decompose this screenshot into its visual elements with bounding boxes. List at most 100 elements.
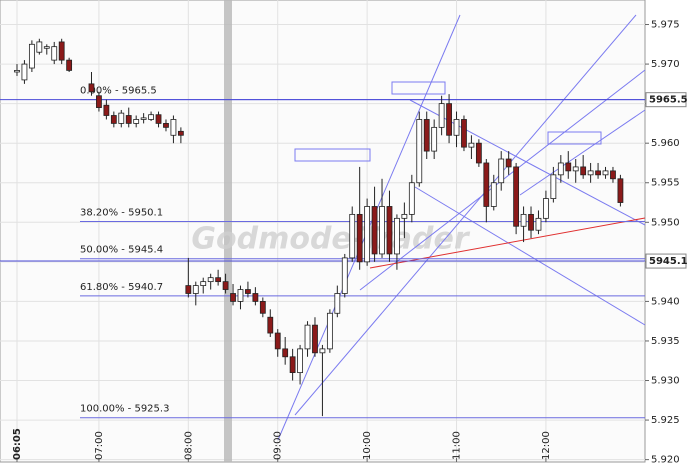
candle-body — [274, 332, 281, 350]
candle-body — [520, 213, 527, 227]
candle-body — [610, 170, 616, 180]
candle-body — [103, 104, 110, 116]
candle-body — [431, 126, 438, 152]
y-tick-label: 5.930 — [651, 376, 680, 387]
candle-body — [14, 70, 20, 73]
trend-line — [414, 186, 646, 326]
candle-body — [483, 162, 490, 207]
candle-body — [289, 356, 296, 374]
candle-body — [423, 119, 430, 152]
candle-body — [177, 130, 184, 136]
candle-body — [394, 217, 400, 255]
candle-body — [133, 119, 140, 124]
candle-body — [230, 293, 236, 302]
candle-body — [557, 162, 564, 176]
x-tick-label: 08:00 — [183, 431, 194, 460]
candle-body — [28, 43, 35, 69]
x-tick-label: 11:00 — [452, 431, 463, 460]
candle-body — [125, 115, 132, 124]
price-marker-label: 5945.1 — [649, 256, 687, 267]
candle-body — [326, 312, 333, 350]
y-tick-label: 5.975 — [651, 20, 680, 31]
candle-body — [550, 174, 557, 199]
y-tick-label: 5.960 — [651, 138, 680, 149]
candle-body — [572, 166, 579, 172]
candle-body — [416, 119, 423, 184]
candle-body — [192, 285, 199, 294]
x-tick-label: 09:00 — [273, 431, 284, 460]
candle-body — [297, 348, 303, 374]
candle-body — [282, 348, 289, 358]
candle-body — [110, 115, 117, 124]
candle-body — [222, 281, 229, 290]
candle-body — [490, 182, 497, 207]
candle-body — [528, 213, 534, 231]
y-tick-label: 5.920 — [651, 455, 680, 466]
marker-box — [391, 81, 446, 95]
candle-body — [565, 162, 572, 172]
candle-body — [207, 277, 214, 283]
candle-body — [408, 182, 415, 215]
y-tick-label: 5.935 — [651, 336, 680, 347]
candle-body — [371, 206, 378, 255]
candle-body — [267, 316, 274, 334]
candle-body — [461, 119, 467, 148]
candle-body — [163, 123, 169, 128]
x-tick-label: 07:00 — [94, 431, 105, 460]
fib-label: 100.00% - 5925.3 — [80, 404, 169, 415]
candle-body — [245, 289, 251, 294]
session-marker — [224, 0, 232, 462]
candle-body — [66, 59, 73, 71]
candle-body — [379, 206, 385, 255]
candle-body — [617, 178, 624, 203]
candle-body — [513, 166, 520, 227]
candle-body — [88, 83, 95, 93]
candle-body — [446, 103, 452, 136]
candle-body — [200, 281, 207, 286]
price-marker-label: 5965.5 — [649, 95, 687, 106]
candle-body — [364, 206, 371, 263]
x-tick-label: 10:00 — [362, 431, 373, 460]
candle-body — [505, 158, 512, 168]
price-marker-box — [645, 92, 687, 108]
candle-body — [453, 119, 460, 136]
x-tick-label: 12:00 — [541, 431, 552, 460]
candle-body — [304, 324, 311, 350]
y-tick-label: 5.950 — [651, 217, 680, 228]
candle-body — [602, 170, 609, 176]
fib-label: 38.20% - 5950.1 — [80, 208, 163, 219]
grid — [0, 0, 645, 462]
trend-line — [294, 14, 637, 416]
y-tick-label: 5.925 — [651, 415, 680, 426]
candle-body — [170, 119, 177, 136]
price-marker-box — [645, 253, 687, 269]
candle-body — [475, 142, 482, 164]
candle-body — [36, 41, 43, 53]
candle-body — [118, 112, 125, 124]
watermark: Godmode-Trader — [191, 222, 470, 257]
candle-body — [51, 46, 58, 61]
candle-body — [259, 301, 266, 314]
marker-box — [547, 131, 602, 145]
candle-body — [43, 46, 50, 49]
fib-label: 61.80% - 5940.7 — [80, 282, 163, 293]
candle-body — [356, 213, 363, 263]
candle-body — [21, 63, 28, 81]
candle-body — [468, 142, 475, 148]
y-tick-label: 5.970 — [651, 59, 680, 70]
candle-body — [96, 95, 102, 108]
candle-body — [312, 324, 318, 354]
candle-body — [580, 166, 587, 176]
candle-body — [58, 41, 65, 61]
candle-body — [334, 293, 341, 314]
candle-body — [595, 170, 601, 176]
candle-body — [140, 117, 147, 120]
candle-body — [215, 277, 222, 283]
candle-body — [349, 213, 356, 259]
x-tick-label: 06:05 — [12, 428, 23, 460]
trend-line — [519, 109, 646, 196]
candle-body — [148, 114, 154, 120]
candle-body — [341, 257, 348, 294]
candle-body — [319, 348, 326, 354]
